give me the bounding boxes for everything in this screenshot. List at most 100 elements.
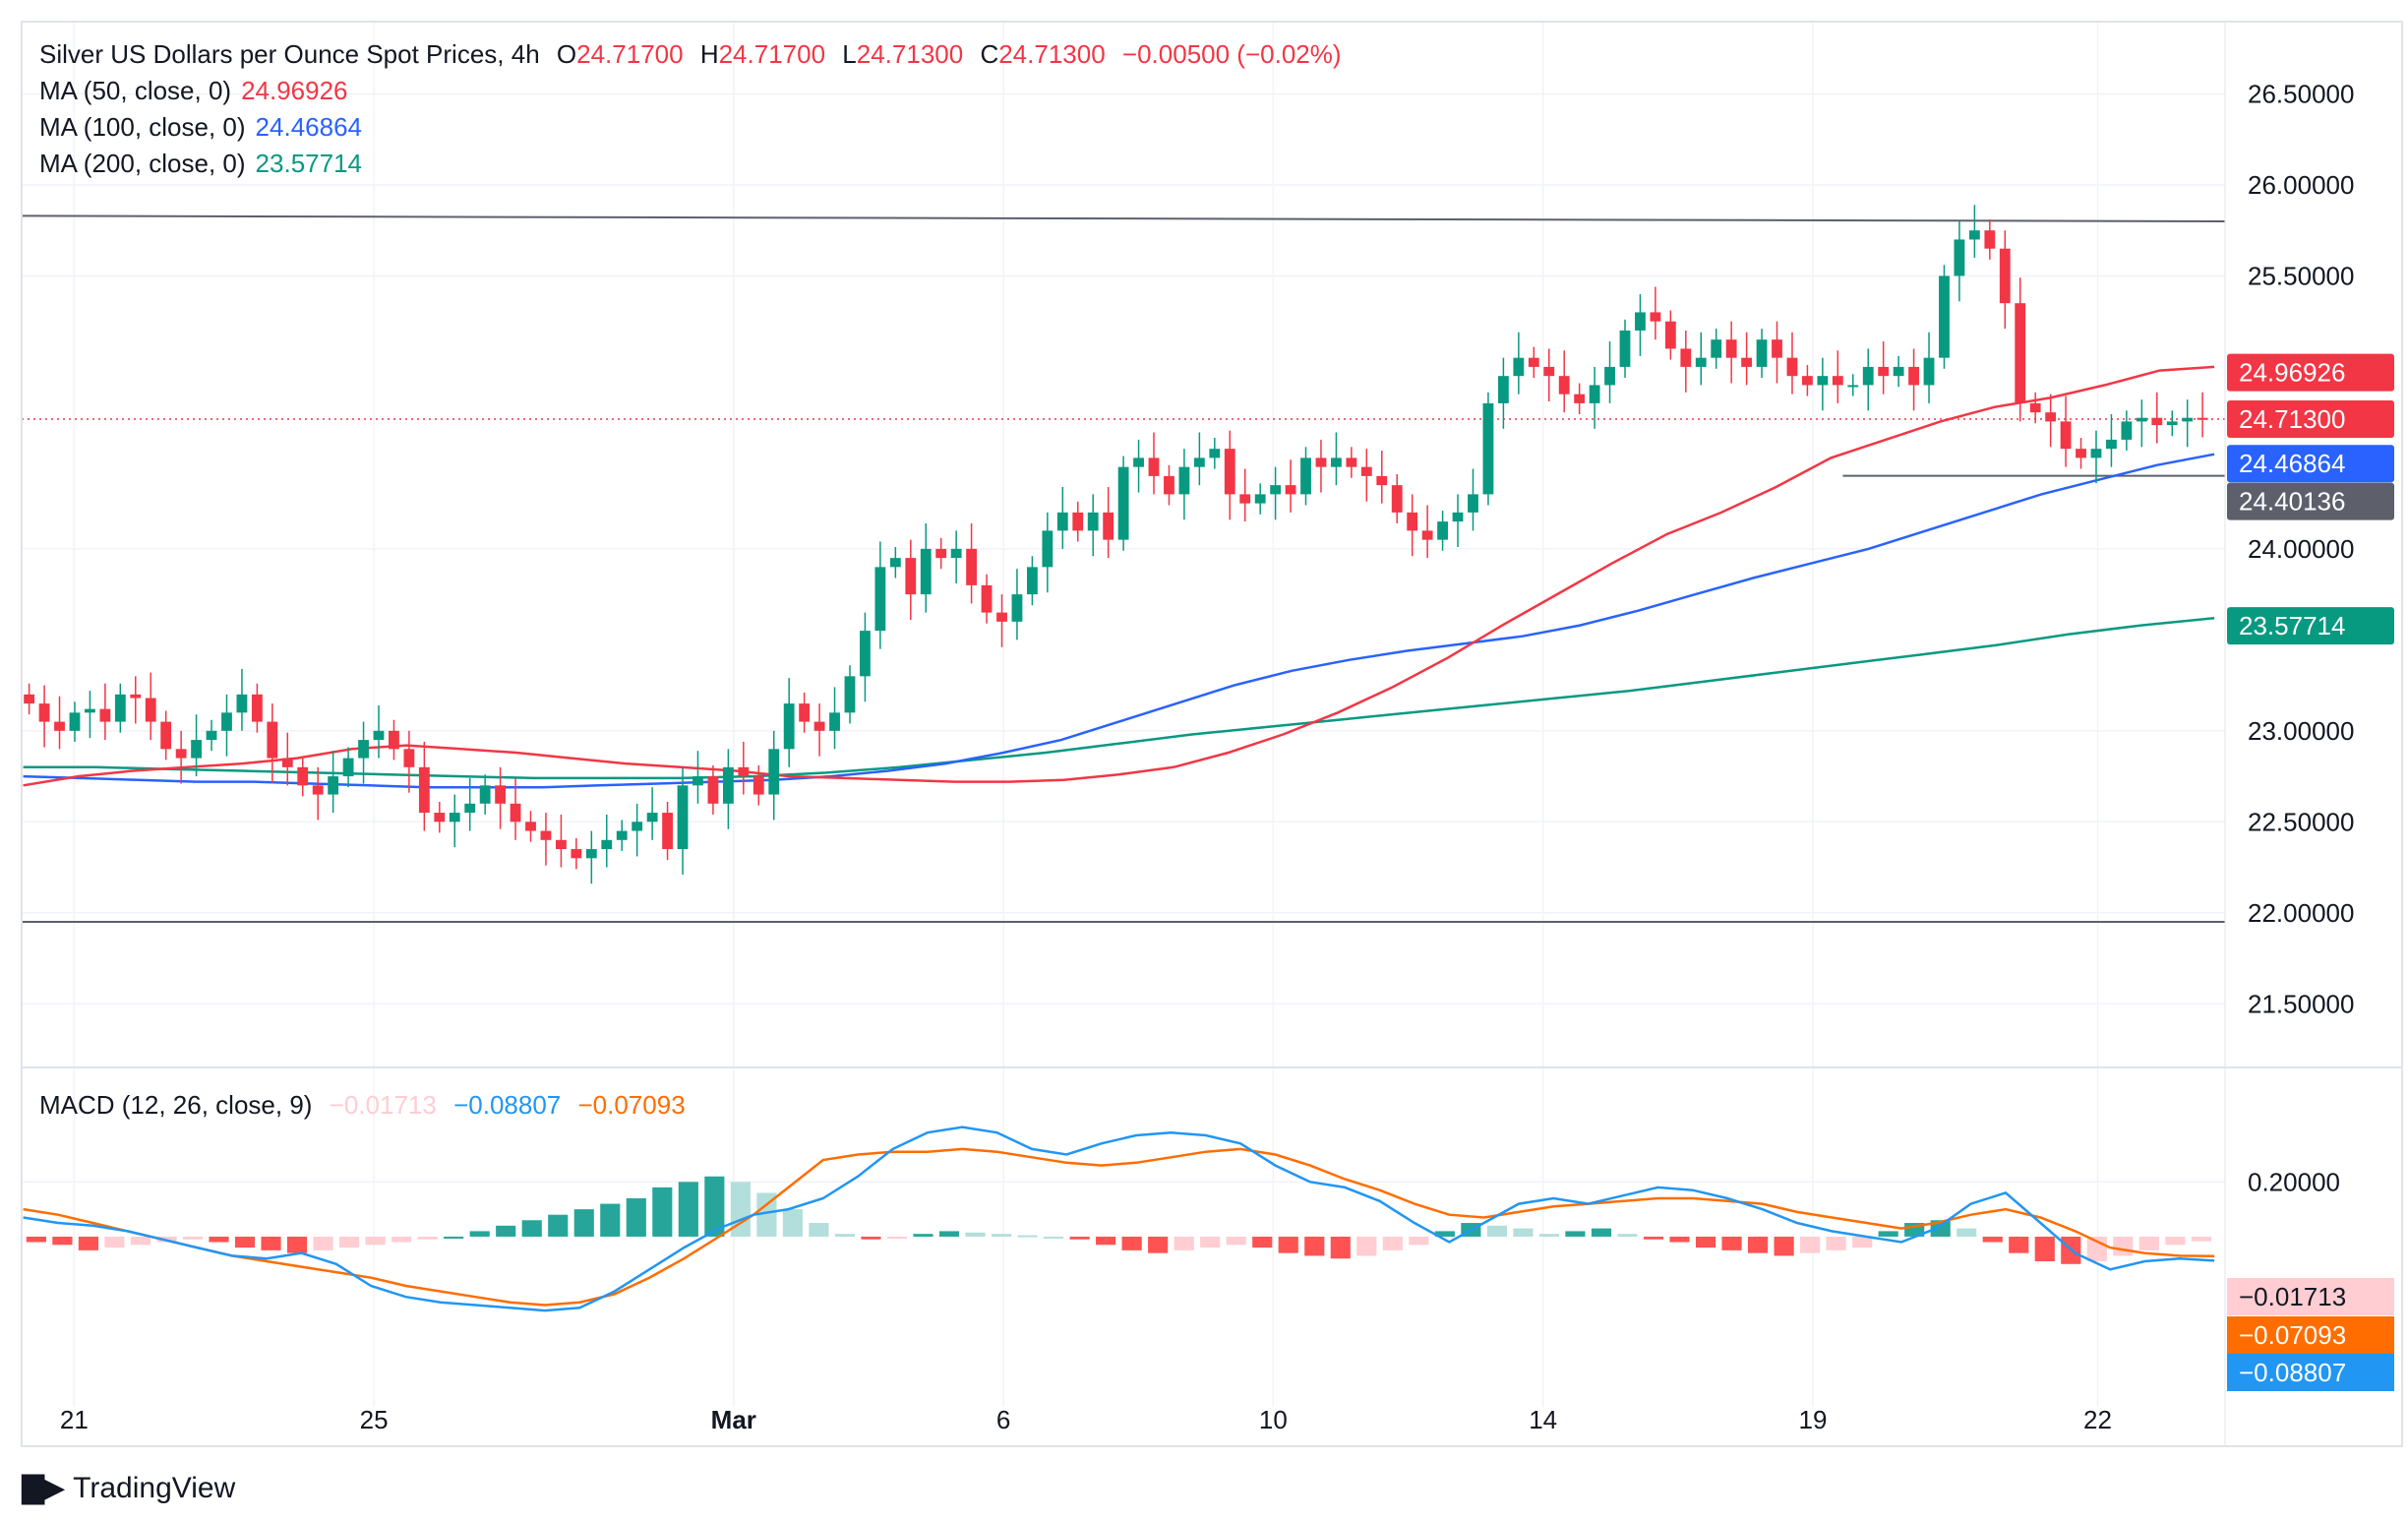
candle-body [829, 712, 840, 731]
candle-body [1148, 457, 1160, 476]
candle-body [813, 721, 825, 731]
candle-body [1558, 376, 1570, 395]
candle-body [175, 749, 187, 759]
price-label-bg-level [2227, 482, 2394, 520]
change-value: −0.00500 (−0.02%) [1121, 39, 1342, 69]
macd-hist-bar [991, 1234, 1012, 1237]
candle-body [1711, 339, 1722, 358]
macd-hist-bar [704, 1176, 725, 1237]
candle-body [1026, 567, 1038, 595]
macd-hist-bar [130, 1236, 151, 1246]
macd-hist-bar [886, 1236, 908, 1239]
candle-body [1847, 385, 1859, 388]
macd-hist-bar [1356, 1236, 1377, 1256]
candle-body [1239, 494, 1251, 504]
macd-hist-bar [1069, 1236, 1090, 1240]
macd-hist-bar [1252, 1236, 1273, 1248]
macd-hist-bar [1538, 1234, 1560, 1237]
tradingview-logo-icon: ▇▶ [22, 1472, 65, 1504]
ohlc-low: L24.71300 [842, 39, 963, 69]
tradingview-logo[interactable]: ▇▶ TradingView [22, 1471, 235, 1505]
ma200-legend[interactable]: MA (200, close, 0) 23.57714 [39, 149, 372, 179]
macd-hist-bar [26, 1236, 46, 1243]
macd-legend[interactable]: MACD (12, 26, close, 9) −0.01713 −0.0880… [39, 1090, 695, 1121]
candle-body [267, 721, 278, 759]
macd-hist-bar [938, 1231, 960, 1237]
macd-hist-bar [782, 1209, 803, 1237]
candle-body [1528, 357, 1539, 367]
candle-body [1193, 457, 1205, 467]
ma50-legend[interactable]: MA (50, close, 0) 24.96926 [39, 76, 358, 106]
candle-body [1360, 466, 1372, 476]
candle-body [662, 813, 673, 850]
candle-body [85, 708, 95, 713]
macd-hist-bar [1096, 1236, 1116, 1246]
candle-body [1939, 275, 1950, 358]
macd-hist-bar [1486, 1225, 1507, 1237]
candle-body [1984, 230, 1996, 249]
candle-body [722, 766, 734, 804]
candle-body [1635, 312, 1646, 331]
symbol-title[interactable]: Silver US Dollars per Ounce Spot Prices,… [39, 39, 540, 69]
time-tick-label: 21 [60, 1405, 89, 1434]
macd-hist-bar [1826, 1236, 1846, 1250]
macd-hist-bar [1956, 1228, 1977, 1237]
candle-body [191, 740, 202, 759]
macd-hist-bar [834, 1234, 856, 1237]
price-label-ma50: 24.96926 [2239, 358, 2345, 388]
macd-hist-bar [313, 1236, 333, 1250]
candle-body [2166, 421, 2178, 426]
candle-body [1802, 376, 1813, 386]
price-label-ma100: 24.46864 [2239, 449, 2345, 478]
candle-body [2076, 449, 2086, 458]
ma100-value: 24.46864 [255, 112, 362, 142]
macd-hist-bar [182, 1236, 204, 1240]
candle-body [1056, 512, 1068, 531]
macd-hist-bar [1278, 1236, 1298, 1253]
macd-label-bg-hist [2227, 1278, 2394, 1315]
candle-body [1270, 485, 1282, 495]
candle-body [2197, 417, 2208, 420]
macd-hist-bar [1409, 1236, 1429, 1246]
macd-line-value: −0.08807 [453, 1090, 562, 1120]
candle-body [1756, 339, 1768, 367]
macd-hist-bar [52, 1236, 73, 1246]
grid-lines [22, 22, 2225, 1407]
candle-body [540, 830, 552, 840]
candle-body [297, 766, 309, 786]
macd-hist-bar [913, 1234, 933, 1237]
macd-hist-bar [678, 1182, 698, 1237]
ma100-legend[interactable]: MA (100, close, 0) 24.46864 [39, 112, 372, 143]
horizontal-levels [21, 214, 2226, 924]
candle-body [1772, 339, 1782, 358]
price-tick-label: 21.50000 [2248, 989, 2354, 1018]
macd-signal-value: −0.07093 [577, 1090, 686, 1120]
macd-hist-bar [2113, 1236, 2134, 1256]
candle-body [1650, 312, 1661, 322]
candle-body [874, 567, 886, 632]
ohlc-open: O24.71700 [557, 39, 684, 69]
candle-body [950, 548, 962, 559]
candle-body [1117, 466, 1129, 540]
macd-hist-bar [1044, 1236, 1064, 1239]
candle-body [1878, 366, 1890, 377]
macd-label-macd: −0.08807 [2239, 1358, 2346, 1387]
candle-body [1725, 339, 1737, 358]
candle-body [342, 758, 354, 777]
candle-body [616, 830, 628, 840]
candle-body [403, 749, 415, 767]
price-label-bg-ma200 [2227, 607, 2394, 645]
candle-body [1346, 457, 1357, 467]
macd-tick-label: 0.20000 [2248, 1167, 2340, 1196]
macd-hist-bar [1695, 1236, 1716, 1248]
candle-body [1407, 512, 1418, 531]
axes: 26.50000 26.00000 25.50000 24.00000 23.00000… [21, 21, 2403, 1447]
candle-body [114, 694, 126, 722]
candle-body [2136, 417, 2147, 422]
moving-averages [23, 365, 2215, 789]
macd-hist-bar [1591, 1228, 1612, 1237]
price-tick-label: 23.00000 [2248, 716, 2354, 746]
macd-hist-bar [626, 1198, 646, 1237]
candle-body [389, 730, 399, 750]
